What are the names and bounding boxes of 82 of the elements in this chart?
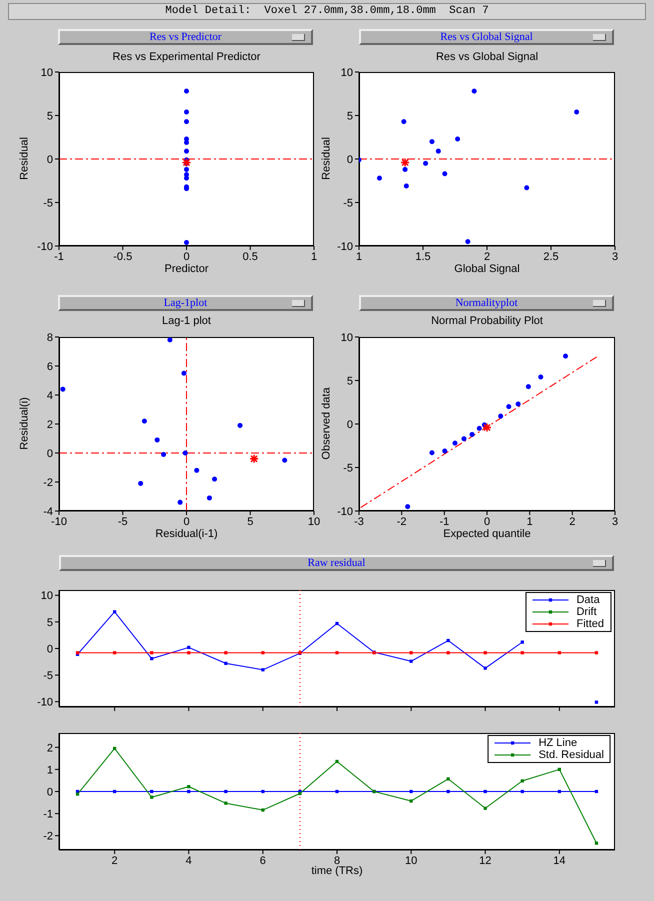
y-tick-label: 0 [46,154,53,166]
y-tick-label: -5 [343,197,353,210]
x-axis-title: time (TRs) [310,865,364,878]
y-tick-label: -5 [343,462,353,474]
chart-title: Normal Probability Plot [430,315,544,328]
x-tick-label: 1 [526,516,533,528]
y-tick-label: 6 [46,360,53,373]
y-tick-label: 5 [46,616,53,629]
x-tick-label: 1 [356,250,362,263]
y-tick-label: 0 [46,786,53,798]
text: Model Detail: Voxel 27.0mm,38.0mm,18.0mm Scan 7 [8,3,646,20]
x-axis-title: Global Signal [453,263,521,276]
y-tick-label: 10 [40,590,53,602]
y-tick-label: 0 [346,418,353,431]
x-tick-label: 0 [183,250,190,263]
y-tick-label: -2 [43,476,53,489]
chart-title: Res vs Experimental Predictor [112,51,262,64]
y-axis-title: Residual(i) [18,396,32,452]
x-tick-label: 0 [183,516,190,528]
y-tick-label: 2 [46,742,53,754]
y-tick-label: 0 [346,154,353,166]
chart-title: Res vs Global Signal [434,51,540,64]
x-tick-label: 6 [260,854,266,867]
y-tick-label: 5 [346,375,353,388]
chart-subtitle: Raw residual [61,557,612,569]
y-tick-label: 10 [340,66,353,79]
y-tick-label: -10 [337,240,353,253]
chart-title: Lag-1 plot [161,315,212,328]
y-axis-title: Observed data [320,386,334,462]
chart-subtitle: Lag-1plot [60,297,311,309]
y-tick-label: 0 [46,643,53,656]
x-tick-label: 1 [310,250,318,263]
legend-label: Std. Residual [538,749,604,761]
y-tick-label: 4 [46,390,53,402]
x-tick-label: 2 [569,516,576,528]
x-axis-title: Expected quantile [442,528,532,541]
chart-subtitle: Res vs Global Signal [361,31,612,43]
y-tick-label: 0 [46,448,53,460]
x-tick-label: 1.5 [415,250,431,263]
chart-subtitle: Normalityplot [361,297,612,309]
x-tick-label: 0 [484,516,490,528]
x-axis-title: Predictor [163,263,210,276]
x-tick-label: 0.5 [242,250,258,263]
x-tick-label: -0.5 [113,250,132,263]
x-tick-label: 2 [484,250,490,263]
y-tick-label: -10 [37,240,53,253]
y-tick-label: -5 [43,197,53,210]
x-tick-label: 2.5 [543,250,559,263]
x-tick-label: -2 [396,516,407,528]
x-tick-label: 5 [247,516,254,528]
x-tick-label: 12 [479,854,492,867]
y-tick-label: -10 [337,506,353,518]
y-tick-label: -4 [43,506,53,518]
x-tick-label: -5 [118,516,128,528]
x-tick-label: 14 [553,854,566,867]
y-tick-label: -5 [43,670,53,682]
x-tick-label: 10 [308,516,320,528]
y-tick-label: 10 [40,66,53,79]
y-tick-label: 1 [46,764,53,776]
x-tick-label: 3 [612,516,618,528]
legend-label: HZ Line [538,737,578,749]
y-tick-label: -1 [43,808,53,820]
x-tick-label: 3 [612,250,618,263]
x-axis-title: Residual(i-1) [154,528,219,541]
y-tick-label: 2 [46,418,53,431]
legend-label: Fitted [576,618,604,630]
x-tick-label: 10 [405,854,418,867]
x-tick-label: 4 [186,854,192,867]
y-axis-title: Residual [18,136,32,182]
y-tick-label: -10 [37,696,53,709]
legend-label: Data [576,594,600,606]
y-tick-label: -2 [43,830,53,843]
x-tick-label: -3 [354,516,364,528]
chart-subtitle: Res vs Predictor [60,31,311,43]
x-tick-label: -1 [439,516,450,528]
x-tick-label: 2 [112,854,118,867]
y-tick-label: 5 [346,110,353,122]
legend-label: Drift [576,606,597,618]
y-tick-label: 10 [340,332,353,344]
y-axis-title: Residual [320,136,334,182]
y-tick-label: 5 [46,110,53,122]
y-tick-label: 8 [46,332,53,344]
